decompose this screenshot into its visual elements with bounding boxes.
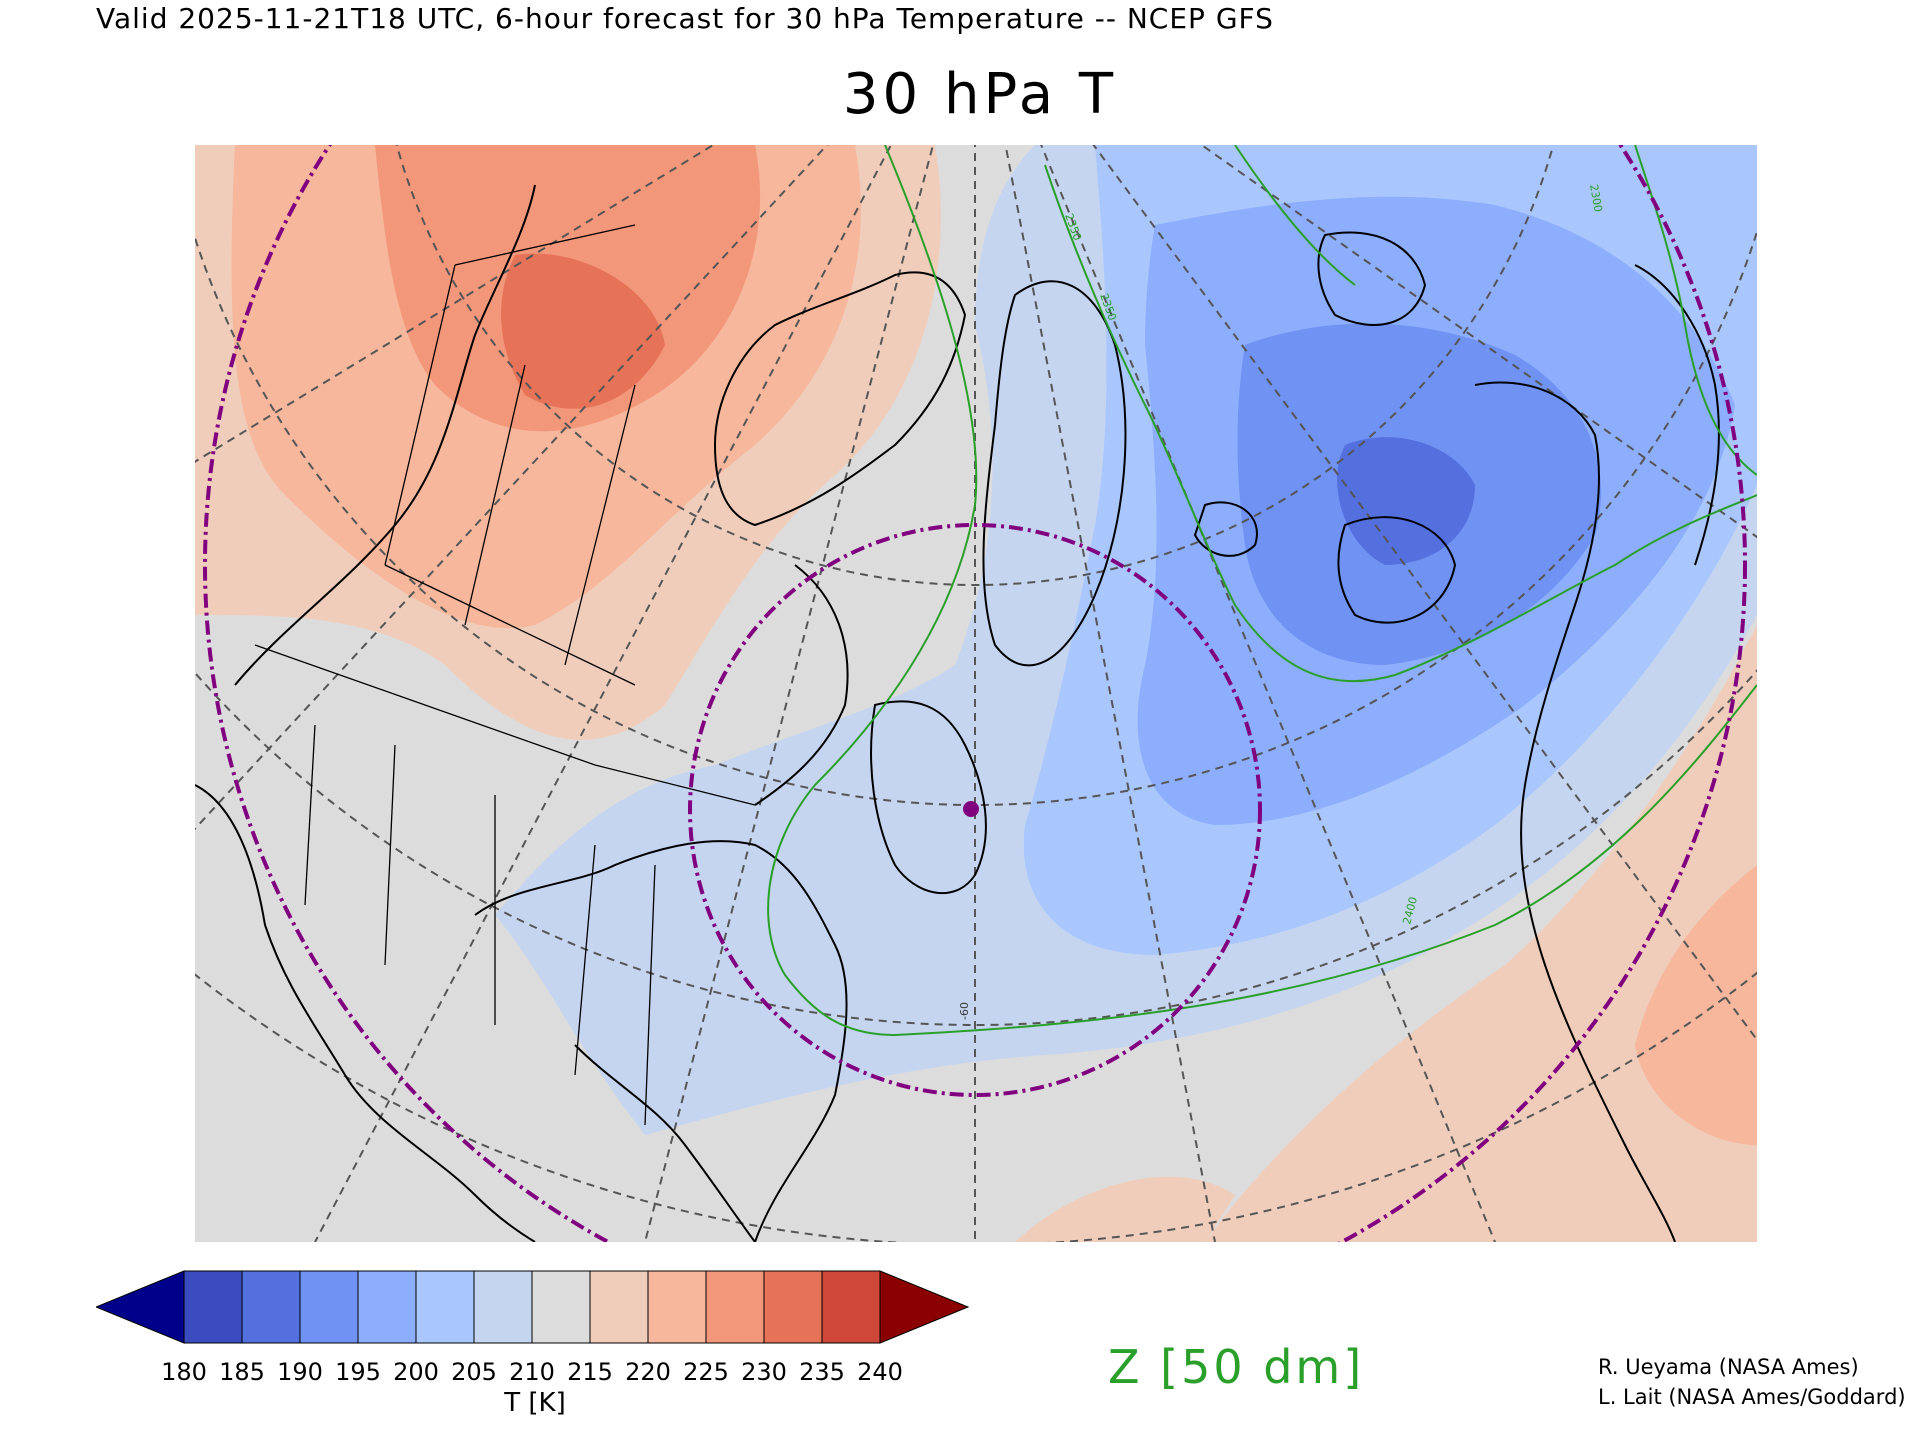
vortex-edge-lines	[203, 145, 1747, 1242]
colorbar-swatch	[589, 1270, 649, 1344]
meridian-label: -60	[958, 1002, 971, 1020]
map-panel: 2350 2350 2300 2400 -60	[195, 145, 1757, 1242]
plot-title: 30 hPa T	[842, 62, 1118, 127]
colorbar-low-arrow	[96, 1270, 185, 1344]
colorbar-swatch	[473, 1270, 533, 1344]
graticule	[195, 145, 1757, 1242]
colorbar-tick-label: 235	[799, 1358, 845, 1386]
colorbar-swatch	[647, 1270, 707, 1344]
colorbar-tick-label: 190	[277, 1358, 323, 1386]
colorbar-tick-label: 185	[219, 1358, 265, 1386]
credit-line-2: L. Lait (NASA Ames/Goddard)	[1598, 1385, 1906, 1409]
contour-label: 2300	[1587, 183, 1605, 213]
colorbar-tick-label: 195	[335, 1358, 381, 1386]
credit-line-1: R. Ueyama (NASA Ames)	[1598, 1355, 1859, 1379]
colorbar-swatch	[763, 1270, 823, 1344]
location-marker	[963, 801, 979, 817]
coastlines	[195, 184, 1720, 1242]
colorbar-tick-label: 210	[509, 1358, 555, 1386]
colorbar	[96, 1270, 970, 1344]
colorbar-tick-label: 180	[161, 1358, 207, 1386]
colorbar-swatch	[705, 1270, 765, 1344]
colorbar-high-arrow	[879, 1270, 970, 1344]
colorbar-tick-label: 200	[393, 1358, 439, 1386]
colorbar-swatch	[299, 1270, 359, 1344]
colorbar-tick-label: 240	[857, 1358, 903, 1386]
contour-legend: Z [50 dm]	[1108, 1340, 1365, 1394]
cold-region-190	[1337, 437, 1475, 565]
colorbar-swatch	[183, 1270, 243, 1344]
valid-time-header: Valid 2025-11-21T18 UTC, 6-hour forecast…	[96, 2, 1274, 35]
height-contours	[767, 145, 1757, 1037]
warm-region-southeast-225	[1635, 865, 1757, 1145]
colorbar-swatch	[357, 1270, 417, 1344]
colorbar-tick-label: 215	[567, 1358, 613, 1386]
warm-region-south	[1015, 1176, 1235, 1242]
colorbar-swatch	[241, 1270, 301, 1344]
colorbar-swatch	[415, 1270, 475, 1344]
colorbar-swatch	[531, 1270, 591, 1344]
colorbar-swatch	[821, 1270, 881, 1344]
warm-region-west-235	[501, 253, 665, 409]
colorbar-label: T [K]	[504, 1388, 566, 1418]
admin-borders	[254, 224, 756, 1126]
colorbar-tick-label: 230	[741, 1358, 787, 1386]
colorbar-tick-label: 220	[625, 1358, 671, 1386]
colorbar-tick-label: 225	[683, 1358, 729, 1386]
warm-region-southeast	[1205, 625, 1757, 1242]
colorbar-tick-label: 205	[451, 1358, 497, 1386]
